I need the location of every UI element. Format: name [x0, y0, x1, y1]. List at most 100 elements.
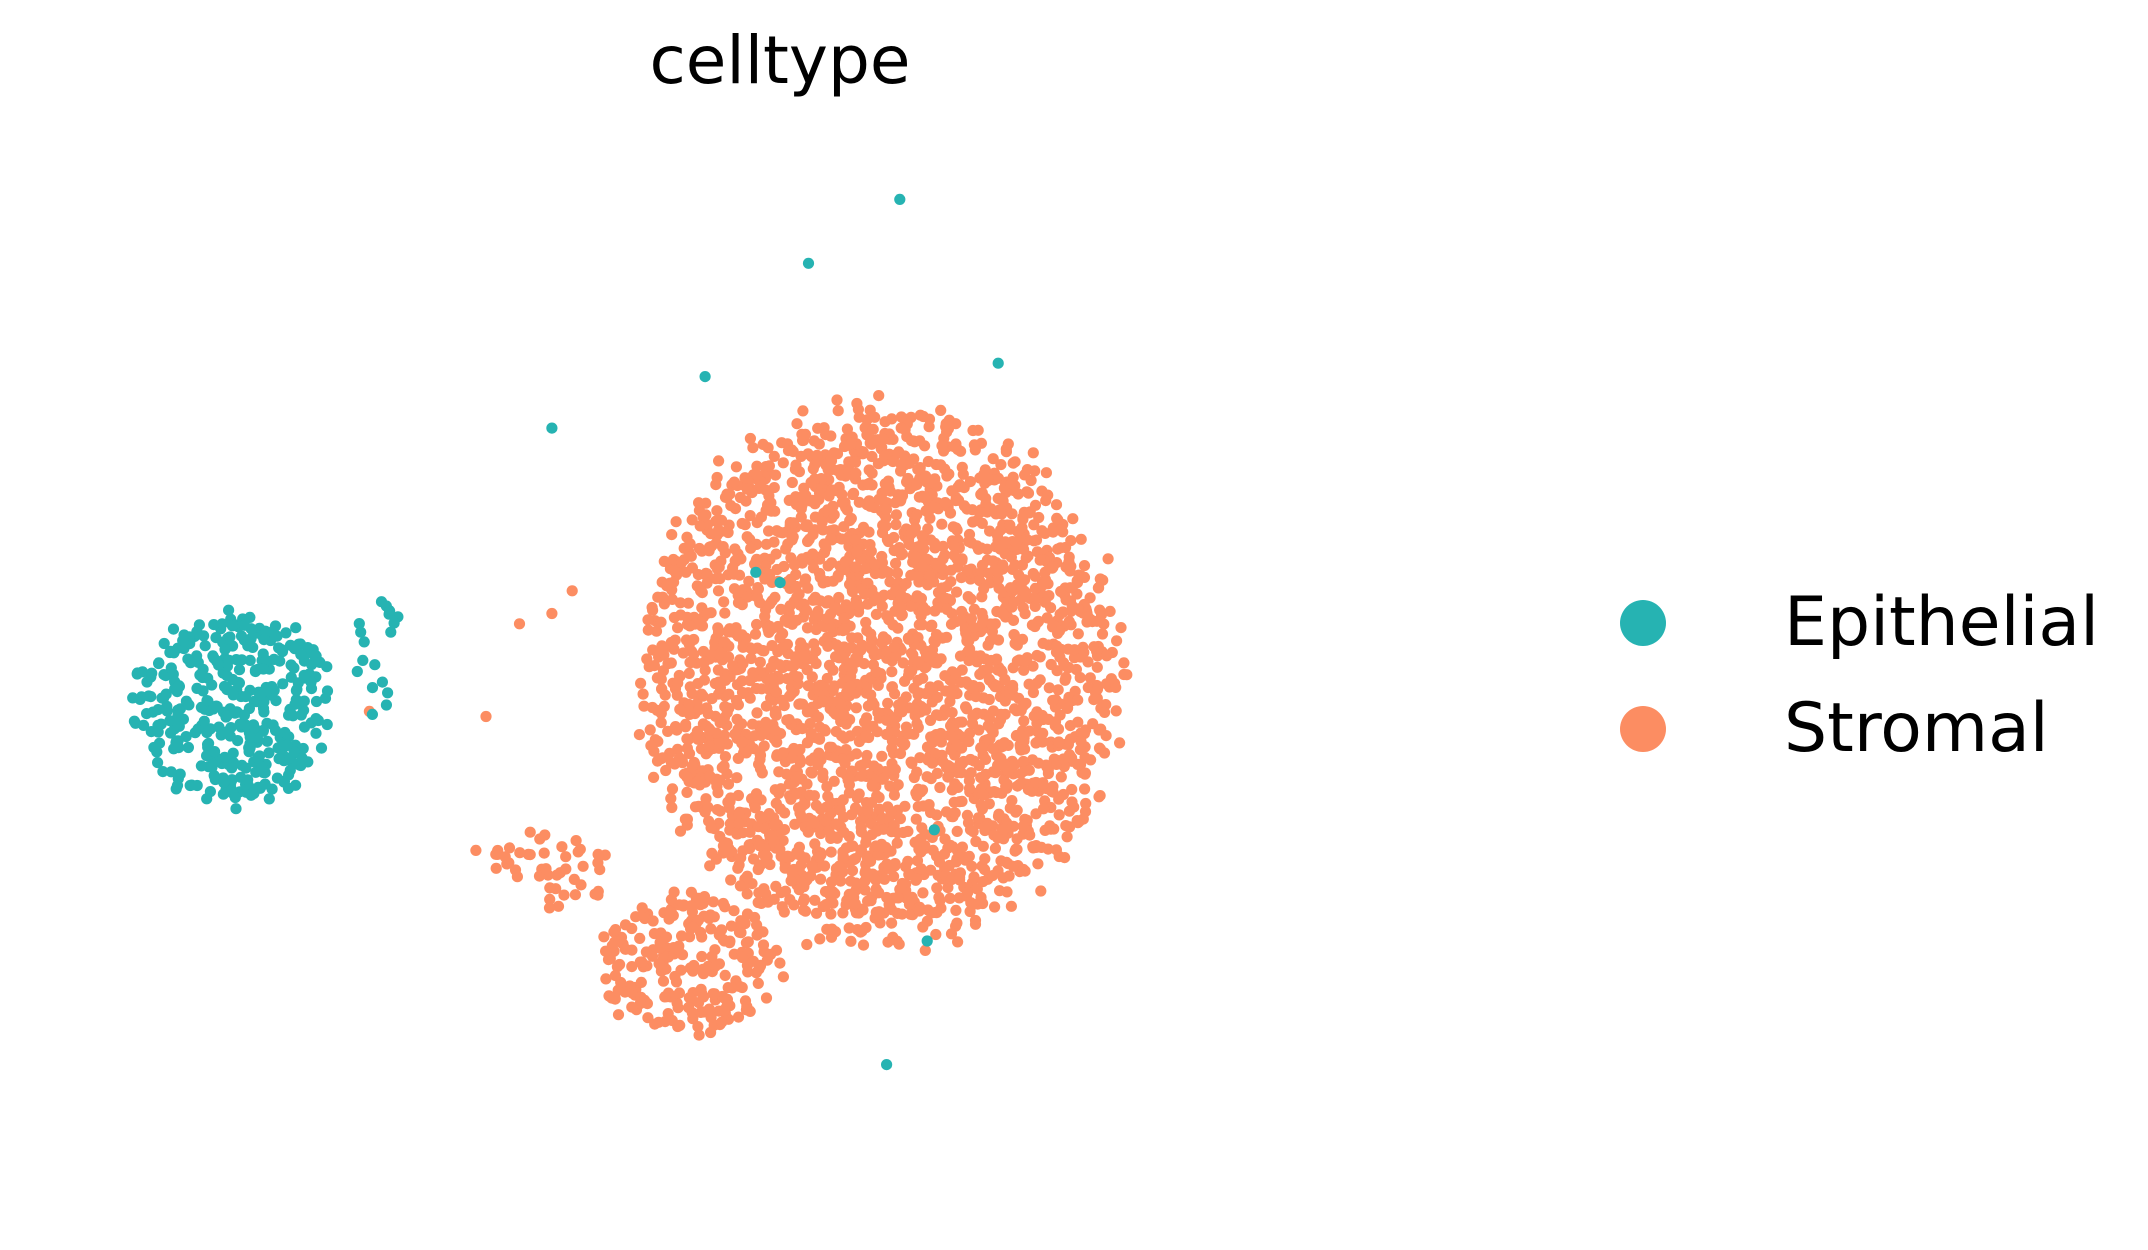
point-epithelial	[202, 738, 214, 751]
point-stromal	[760, 716, 772, 729]
point-stromal	[747, 442, 759, 454]
point-stromal	[911, 508, 923, 521]
point-epithelial	[233, 677, 245, 689]
point-stromal	[836, 497, 848, 509]
point-stromal	[915, 863, 927, 875]
point-stromal	[1037, 637, 1049, 650]
point-stromal	[712, 585, 725, 597]
point-epithelial	[298, 669, 310, 681]
point-stromal	[801, 520, 813, 533]
point-stromal	[961, 564, 973, 577]
point-stromal	[727, 562, 739, 574]
point-stromal	[873, 390, 885, 402]
point-stromal	[916, 530, 928, 542]
point-stromal	[1075, 533, 1087, 545]
point-stromal	[560, 851, 572, 863]
point-stromal	[679, 813, 692, 825]
point-stromal	[490, 848, 502, 860]
point-stromal	[655, 753, 667, 765]
point-stromal	[974, 668, 986, 681]
point-stromal	[981, 543, 993, 555]
point-stromal	[1007, 683, 1019, 695]
point-epithelial	[240, 690, 252, 703]
point-epithelial	[250, 766, 262, 778]
point-stromal	[864, 500, 876, 512]
point-stromal	[1043, 682, 1055, 694]
point-stromal	[843, 773, 855, 785]
point-stromal	[741, 888, 753, 900]
point-stromal	[1110, 705, 1122, 717]
point-epithelial	[310, 695, 323, 708]
point-stromal	[734, 880, 747, 892]
point-stromal	[609, 992, 621, 1004]
point-epithelial	[266, 783, 278, 795]
point-stromal	[570, 835, 582, 847]
point-stromal	[503, 842, 516, 854]
point-stromal	[719, 969, 731, 982]
point-stromal	[715, 924, 728, 936]
point-stromal	[916, 822, 928, 834]
point-stromal	[657, 975, 670, 987]
point-epithelial	[127, 692, 139, 704]
point-stromal	[748, 853, 760, 865]
point-stromal	[801, 778, 813, 790]
point-stromal	[731, 713, 743, 725]
point-stromal	[814, 851, 826, 863]
point-stromal	[976, 517, 988, 530]
point-stromal	[697, 645, 710, 658]
point-stromal	[821, 672, 833, 685]
point-stromal	[544, 882, 556, 894]
point-epithelial	[170, 735, 183, 747]
point-epithelial	[291, 683, 303, 696]
point-epithelial	[263, 793, 275, 805]
point-stromal	[926, 757, 938, 769]
point-stromal	[859, 588, 871, 600]
point-stromal	[879, 450, 891, 462]
point-stromal	[733, 569, 746, 581]
point-stromal	[665, 792, 677, 805]
point-stromal	[962, 886, 974, 898]
point-stromal	[877, 433, 889, 445]
point-stromal	[872, 679, 884, 692]
point-stromal	[1047, 694, 1059, 707]
point-stromal	[1008, 596, 1020, 608]
point-stromal	[793, 698, 805, 710]
point-stromal	[865, 545, 877, 557]
point-stromal	[830, 708, 842, 720]
point-stromal	[1067, 513, 1079, 525]
point-stromal	[956, 841, 969, 853]
point-stromal	[1061, 831, 1073, 843]
point-stromal	[819, 860, 831, 872]
point-stromal	[872, 458, 885, 470]
point-stromal	[906, 647, 918, 659]
point-stromal	[577, 860, 589, 872]
point-stromal	[714, 717, 726, 729]
point-stromal	[873, 493, 885, 505]
point-stromal	[736, 675, 748, 687]
point-stromal	[911, 790, 923, 802]
point-stromal	[814, 571, 826, 584]
point-epithelial	[351, 665, 363, 678]
scatter-plot	[127, 193, 1133, 1071]
point-stromal	[740, 495, 752, 507]
point-stromal	[662, 658, 674, 670]
point-epithelial	[152, 719, 164, 732]
point-stromal	[817, 524, 829, 536]
point-stromal	[809, 609, 821, 622]
point-stromal	[1018, 715, 1030, 727]
point-stromal	[721, 738, 734, 750]
point-epithelial	[280, 627, 292, 639]
point-stromal	[696, 950, 708, 963]
point-stromal	[771, 736, 783, 748]
point-stromal	[766, 623, 778, 635]
point-stromal	[944, 892, 956, 905]
point-stromal	[909, 436, 921, 448]
point-stromal	[798, 650, 811, 662]
point-stromal	[998, 823, 1010, 835]
point-stromal	[714, 805, 726, 817]
point-epithelial	[171, 779, 184, 792]
point-stromal	[1009, 758, 1021, 770]
point-stromal	[697, 963, 709, 976]
point-stromal	[850, 877, 862, 889]
point-stromal	[801, 706, 814, 718]
